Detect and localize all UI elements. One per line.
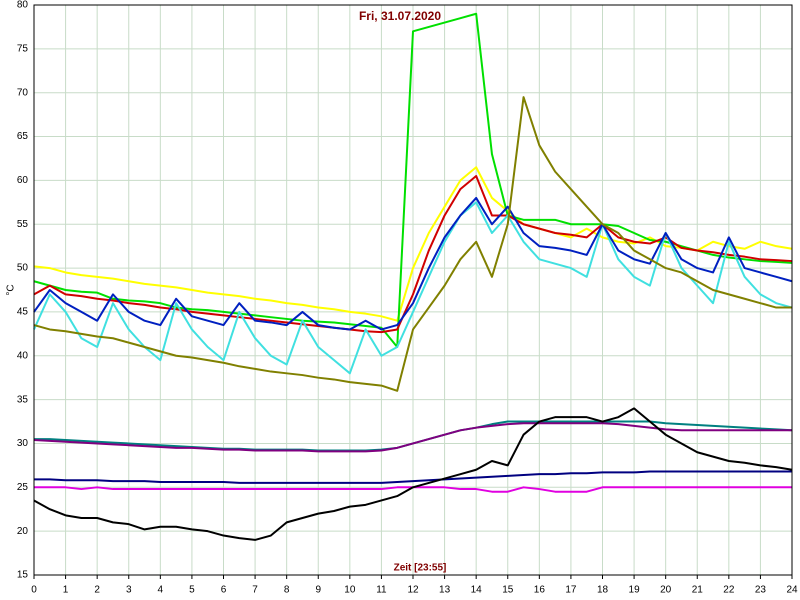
x-tick-label: 21 (692, 585, 704, 596)
x-tick-label: 20 (660, 585, 672, 596)
x-tick-label: 12 (407, 585, 419, 596)
x-tick-label: 24 (786, 585, 798, 596)
x-tick-label: 8 (284, 585, 290, 596)
y-tick-label: 35 (17, 394, 29, 405)
chart-title: Fri, 31.07.2020 (359, 9, 441, 23)
x-tick-label: 23 (755, 585, 767, 596)
x-tick-label: 19 (629, 585, 641, 596)
data-line (33, 407, 793, 541)
x-tick-label: 4 (158, 585, 164, 596)
y-tick-label: 40 (17, 350, 29, 361)
x-tick-label: 18 (597, 585, 609, 596)
y-tick-label: 65 (17, 131, 29, 142)
data-line (33, 196, 793, 331)
data-line (33, 175, 793, 334)
y-tick-label: 55 (17, 219, 29, 230)
lines (33, 12, 793, 541)
y-tick-label: 15 (17, 570, 29, 581)
y-tick-label: 20 (17, 526, 29, 537)
y-tick-label: 70 (17, 87, 29, 98)
x-tick-label: 14 (471, 585, 483, 596)
y-tick-label: 80 (17, 0, 29, 11)
data-line (33, 166, 793, 322)
y-tick-label: 45 (17, 307, 29, 318)
x-axis-label: Zeit [23:55] (394, 563, 447, 574)
x-tick-label: 10 (344, 585, 356, 596)
x-tick-label: 15 (502, 585, 514, 596)
x-tick-label: 11 (376, 585, 387, 596)
x-tick-label: 7 (252, 585, 258, 596)
data-line (33, 422, 792, 453)
data-line (34, 470, 792, 484)
grid (33, 4, 793, 576)
x-tick-label: 5 (189, 585, 195, 596)
y-tick-label: 75 (17, 43, 29, 54)
x-tick-label: 2 (94, 585, 100, 596)
x-tick-label: 9 (315, 585, 321, 596)
x-tick-label: 6 (221, 585, 227, 596)
x-tick-label: 16 (534, 585, 546, 596)
y-tick-label: 50 (17, 263, 29, 274)
x-tick-label: 13 (439, 585, 451, 596)
y-tick-label: 25 (17, 482, 29, 493)
data-line (33, 96, 792, 392)
y-axis-label: °C (6, 284, 17, 295)
y-tick-label: 60 (17, 175, 29, 186)
x-tick-label: 1 (63, 585, 69, 596)
x-tick-label: 17 (565, 585, 577, 596)
data-line (33, 12, 793, 348)
x-tick-label: 22 (723, 585, 735, 596)
x-tick-label: 0 (31, 585, 37, 596)
y-tick-label: 30 (17, 438, 29, 449)
x-tick-label: 3 (126, 585, 132, 596)
